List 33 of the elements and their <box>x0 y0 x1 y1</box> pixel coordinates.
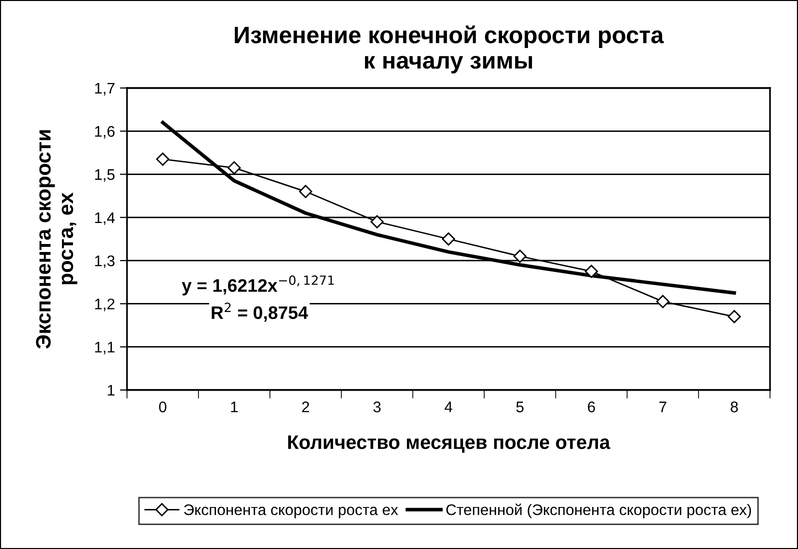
annotation: R$^{2}$ = 0,8754 <box>212 302 308 322</box>
point <box>728 310 741 324</box>
point <box>584 264 598 278</box>
y-tick-label: 1,5 <box>95 169 115 182</box>
point <box>656 294 670 308</box>
y-tick-label: 1,4 <box>95 212 115 225</box>
legend-label: Экспонента скорости роста ex <box>184 504 398 518</box>
x-tick-label: 8 <box>730 402 738 412</box>
chart-title: Изменение конечной скорости роста к началу зимы <box>234 26 664 74</box>
y-tick-label: 1 <box>108 385 114 396</box>
x-tick-label: 0 <box>159 402 166 412</box>
x-tick-label: 4 <box>444 402 452 412</box>
x-tick-label: 1 <box>231 402 238 412</box>
x-tick-label: 3 <box>373 402 381 412</box>
y-axis-title: Экспонента скорости роста, ex <box>36 130 78 349</box>
point <box>513 250 527 263</box>
y-tick-label: 1,7 <box>95 83 114 96</box>
x-tick-label: 2 <box>302 402 310 412</box>
point <box>370 215 384 228</box>
point <box>156 152 170 166</box>
y-tick-label: 1,6 <box>95 126 115 139</box>
y-tick-label: 1,1 <box>95 342 114 354</box>
y-tick-label: 1,3 <box>95 255 115 268</box>
x-tick-label: 7 <box>659 402 666 412</box>
point <box>299 184 312 198</box>
annotation: y = 1,6212x$^{−0,1271}$ <box>182 275 334 296</box>
point <box>228 161 241 174</box>
x-axis-title: Количество месяцев после отела <box>288 436 610 453</box>
x-tick-label: 5 <box>516 402 524 412</box>
x-tick-label: 6 <box>588 402 595 412</box>
y-tick-label: 1,2 <box>95 298 114 312</box>
legend-label: Степенной (Экспонента скорости роста ex) <box>446 504 751 518</box>
point <box>442 232 456 246</box>
